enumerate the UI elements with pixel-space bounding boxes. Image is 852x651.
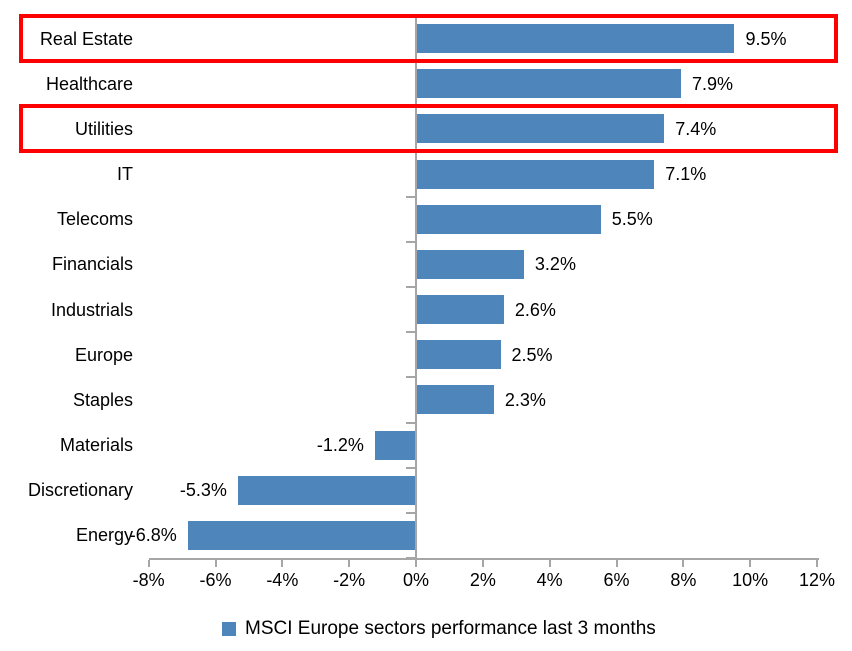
value-axis-tick-label: 12% [798, 570, 836, 590]
value-axis-tick-label: 6% [603, 570, 630, 590]
bar [237, 475, 415, 505]
category-label: Healthcare [45, 73, 133, 94]
category-axis-tick [406, 511, 415, 514]
value-axis-tick [214, 560, 217, 567]
value-label: 2.3% [504, 389, 546, 410]
value-axis-tick-label: -2% [333, 570, 366, 590]
bar [187, 520, 415, 550]
value-axis-tick-label: -4% [266, 570, 299, 590]
value-axis-tick-label: -6% [199, 570, 232, 590]
category-axis-tick [406, 195, 415, 198]
category-label: Industrials [50, 299, 133, 320]
category-axis-tick [406, 150, 415, 153]
bar [417, 24, 735, 54]
value-axis-tick [147, 560, 150, 567]
category-label: Staples [72, 389, 133, 410]
legend-label: MSCI Europe sectors performance last 3 m… [245, 618, 656, 639]
category-label: Discretionary [27, 480, 133, 501]
bar [374, 430, 415, 460]
category-axis-tick [406, 286, 415, 288]
category-axis-tick [406, 60, 415, 63]
value-label: 7.4% [675, 118, 717, 139]
value-label: -1.2% [316, 435, 364, 456]
category-label: Energy [75, 525, 133, 546]
category-axis-line [415, 14, 417, 558]
category-axis-tick [406, 331, 415, 334]
legend-swatch-icon [222, 622, 236, 636]
value-axis-tick-label: 0% [402, 570, 429, 590]
value-axis-tick-label: 4% [536, 570, 563, 590]
category-axis-tick [406, 15, 415, 17]
bar [417, 204, 601, 234]
category-label: Real Estate [39, 28, 133, 49]
value-label: 7.1% [665, 164, 707, 185]
value-axis-tick-label: 8% [670, 570, 697, 590]
value-label: -5.3% [179, 480, 227, 501]
bar [417, 340, 501, 370]
category-label: Europe [74, 344, 133, 365]
value-label: 7.9% [691, 73, 734, 94]
value-axis-tick [682, 560, 685, 567]
value-axis-tick [749, 560, 752, 567]
value-axis-tick-label: 10% [732, 570, 769, 590]
bar [417, 69, 681, 99]
value-label: 2.5% [511, 344, 553, 365]
value-axis-tick-label: -8% [132, 570, 165, 590]
value-axis-tick [548, 560, 551, 567]
category-axis-tick [406, 105, 415, 108]
category-label: IT [117, 164, 133, 185]
category-axis-tick [406, 421, 415, 424]
value-label: 9.5% [745, 28, 787, 49]
bar [417, 249, 524, 279]
bar [417, 295, 504, 325]
value-axis-tick [816, 560, 818, 567]
value-label: 5.5% [611, 209, 653, 230]
value-label: 3.2% [534, 254, 576, 275]
value-axis-tick-label: 2% [469, 570, 496, 590]
value-label: -6.8% [129, 525, 177, 546]
bar [417, 385, 494, 415]
value-label: 2.6% [514, 299, 556, 320]
category-label: Materials [59, 435, 133, 456]
category-label: Utilities [74, 118, 133, 139]
legend: MSCI Europe sectors performance last 3 m… [222, 618, 656, 640]
value-axis-tick [615, 560, 618, 567]
category-label: Telecoms [56, 209, 133, 230]
category-axis-tick [406, 466, 415, 469]
value-axis-tick [281, 560, 284, 567]
bar [417, 159, 655, 189]
category-axis-tick [406, 376, 415, 379]
value-axis-tick [415, 560, 417, 567]
category-axis-tick [406, 240, 415, 243]
value-axis-tick [481, 560, 484, 567]
category-label: Financials [51, 254, 133, 275]
value-axis-line [148, 558, 819, 560]
value-axis-tick [348, 560, 351, 567]
bar [417, 114, 665, 144]
